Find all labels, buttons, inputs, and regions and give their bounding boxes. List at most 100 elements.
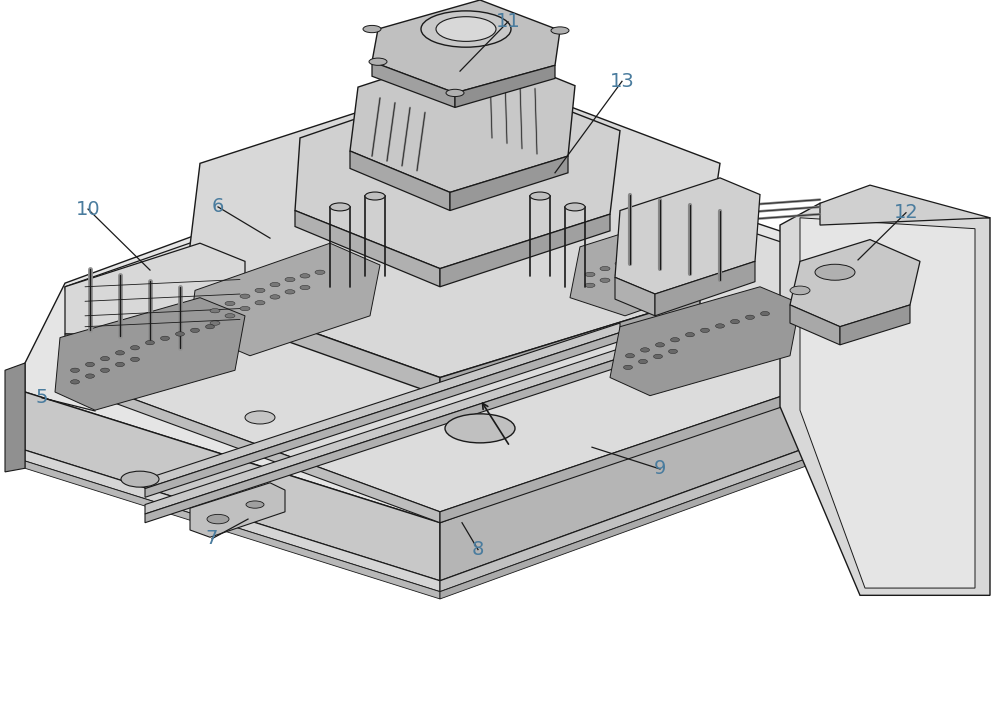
Polygon shape: [5, 363, 25, 472]
Ellipse shape: [436, 17, 496, 41]
Text: 9: 9: [654, 460, 666, 478]
Ellipse shape: [626, 354, 635, 358]
Polygon shape: [840, 305, 910, 345]
Ellipse shape: [225, 301, 235, 306]
Polygon shape: [200, 312, 245, 367]
Ellipse shape: [270, 295, 280, 299]
Ellipse shape: [300, 274, 310, 278]
Ellipse shape: [369, 58, 387, 65]
Ellipse shape: [790, 286, 810, 295]
Ellipse shape: [365, 192, 385, 200]
Ellipse shape: [660, 260, 670, 264]
Ellipse shape: [446, 89, 464, 97]
Ellipse shape: [255, 288, 265, 293]
Ellipse shape: [300, 285, 310, 290]
Ellipse shape: [630, 269, 640, 273]
Ellipse shape: [100, 356, 110, 361]
Ellipse shape: [240, 306, 250, 311]
Polygon shape: [25, 461, 440, 599]
Ellipse shape: [90, 295, 120, 308]
Ellipse shape: [207, 514, 229, 524]
Polygon shape: [790, 240, 920, 327]
Text: 13: 13: [610, 72, 634, 91]
Ellipse shape: [551, 27, 569, 34]
Ellipse shape: [130, 378, 160, 391]
Ellipse shape: [746, 315, 755, 319]
Polygon shape: [655, 261, 755, 316]
Polygon shape: [185, 73, 720, 378]
Ellipse shape: [330, 203, 350, 211]
Polygon shape: [295, 211, 440, 287]
Ellipse shape: [121, 471, 159, 487]
Ellipse shape: [600, 278, 610, 282]
Polygon shape: [65, 243, 245, 338]
Polygon shape: [440, 298, 700, 396]
Polygon shape: [25, 392, 440, 581]
Ellipse shape: [686, 333, 694, 337]
Polygon shape: [145, 323, 620, 489]
Ellipse shape: [285, 277, 295, 282]
Polygon shape: [185, 287, 440, 396]
Text: 6: 6: [212, 197, 224, 216]
Polygon shape: [350, 151, 450, 211]
Polygon shape: [190, 483, 285, 537]
Ellipse shape: [146, 340, 154, 345]
Ellipse shape: [675, 243, 685, 248]
Ellipse shape: [116, 351, 124, 355]
Ellipse shape: [565, 203, 585, 211]
Ellipse shape: [585, 283, 595, 287]
Polygon shape: [372, 62, 455, 107]
Ellipse shape: [86, 362, 94, 367]
Ellipse shape: [240, 294, 250, 298]
Ellipse shape: [730, 319, 740, 324]
Polygon shape: [615, 178, 760, 294]
Ellipse shape: [670, 338, 680, 342]
Ellipse shape: [130, 357, 140, 362]
Polygon shape: [145, 358, 620, 523]
Ellipse shape: [645, 264, 655, 269]
Ellipse shape: [745, 324, 775, 337]
Ellipse shape: [690, 240, 700, 244]
Polygon shape: [295, 76, 620, 269]
Polygon shape: [65, 334, 200, 367]
Polygon shape: [25, 450, 440, 592]
Ellipse shape: [145, 327, 175, 340]
Ellipse shape: [70, 368, 80, 372]
Polygon shape: [75, 378, 440, 523]
Polygon shape: [615, 277, 655, 316]
Ellipse shape: [645, 252, 655, 256]
Polygon shape: [55, 298, 245, 410]
Ellipse shape: [815, 264, 855, 280]
Ellipse shape: [315, 270, 325, 274]
Polygon shape: [450, 156, 568, 211]
Text: 10: 10: [76, 200, 100, 219]
Ellipse shape: [445, 414, 515, 443]
Ellipse shape: [245, 411, 275, 424]
Ellipse shape: [255, 301, 265, 305]
Ellipse shape: [285, 290, 295, 294]
Polygon shape: [440, 385, 820, 581]
Polygon shape: [820, 185, 990, 225]
Polygon shape: [145, 333, 620, 497]
Polygon shape: [372, 0, 560, 93]
Ellipse shape: [660, 248, 670, 252]
Polygon shape: [440, 214, 610, 287]
Ellipse shape: [116, 362, 124, 367]
Ellipse shape: [600, 266, 610, 271]
Ellipse shape: [246, 501, 264, 508]
Text: 5: 5: [36, 388, 48, 407]
Ellipse shape: [585, 272, 595, 277]
Ellipse shape: [700, 328, 710, 333]
Polygon shape: [800, 218, 975, 588]
Ellipse shape: [421, 11, 511, 47]
Ellipse shape: [630, 257, 640, 261]
Ellipse shape: [654, 354, 662, 359]
Ellipse shape: [363, 25, 381, 33]
Polygon shape: [440, 385, 815, 523]
Polygon shape: [780, 203, 990, 595]
Polygon shape: [25, 131, 870, 523]
Text: 12: 12: [894, 203, 918, 222]
Ellipse shape: [86, 374, 94, 378]
Ellipse shape: [206, 325, 214, 329]
Text: 11: 11: [496, 12, 520, 31]
